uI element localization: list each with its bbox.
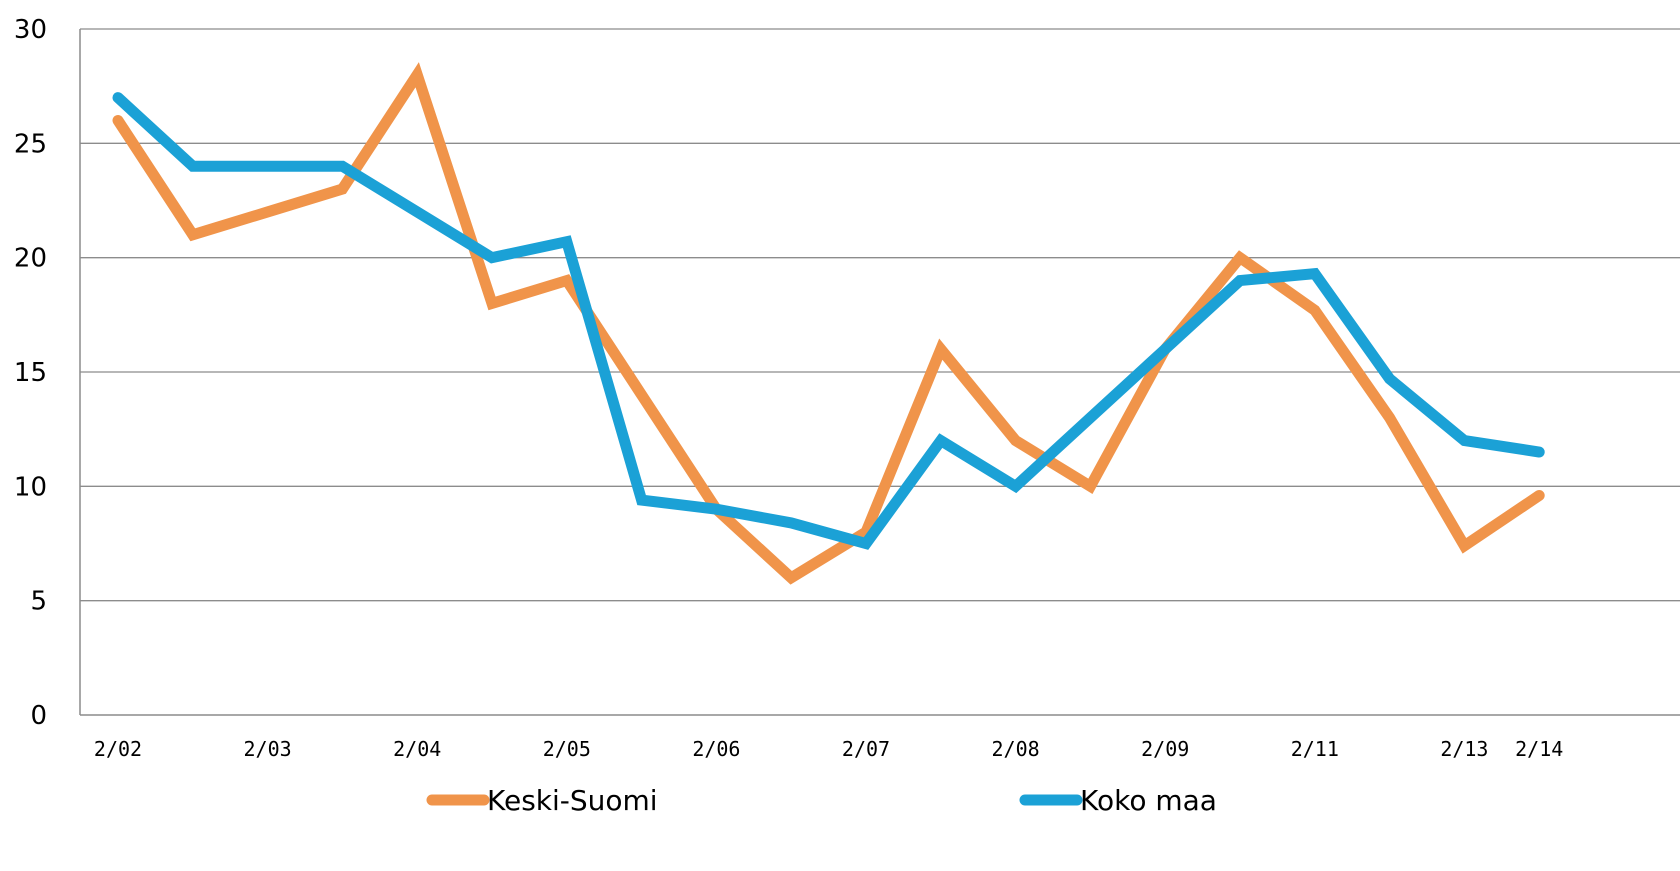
x-tick-label: 2/07 bbox=[842, 737, 890, 761]
x-tick-label: 2/02 bbox=[94, 737, 142, 761]
series-line-1 bbox=[112, 62, 1545, 585]
y-tick-label: 10 bbox=[14, 472, 47, 502]
axes bbox=[79, 29, 1680, 716]
series-line-2 bbox=[112, 92, 1545, 550]
x-tick-label: 2/08 bbox=[992, 737, 1040, 761]
y-tick-label: 20 bbox=[14, 244, 47, 274]
y-tick-label: 30 bbox=[14, 15, 47, 45]
x-tick-label: 2/09 bbox=[1141, 737, 1189, 761]
legend-label-1: Keski-Suomi bbox=[487, 784, 658, 817]
y-axis-ticks: 0 5 10 15 20 25 30 bbox=[14, 15, 47, 731]
series-lines bbox=[112, 62, 1545, 585]
y-tick-label: 0 bbox=[30, 701, 47, 731]
legend: Keski-Suomi Koko maa bbox=[426, 784, 1217, 817]
grid-lines bbox=[80, 28, 1680, 602]
x-tick-label: 2/04 bbox=[393, 737, 441, 761]
x-tick-label: 2/13 bbox=[1440, 737, 1488, 761]
x-tick-label: 2/14 bbox=[1515, 737, 1563, 761]
x-tick-label: 2/06 bbox=[692, 737, 740, 761]
x-tick-label: 2/11 bbox=[1291, 737, 1339, 761]
x-tick-label: 2/03 bbox=[244, 737, 292, 761]
x-axis-ticks: 2/02 2/03 2/04 2/05 2/06 2/07 2/08 2/09 2/11 2/13… bbox=[94, 737, 1563, 761]
y-tick-label: 5 bbox=[30, 587, 47, 617]
legend-label-2: Koko maa bbox=[1080, 784, 1217, 817]
x-tick-label: 2/05 bbox=[543, 737, 591, 761]
y-tick-label: 25 bbox=[14, 129, 47, 159]
y-tick-label: 15 bbox=[14, 358, 47, 388]
